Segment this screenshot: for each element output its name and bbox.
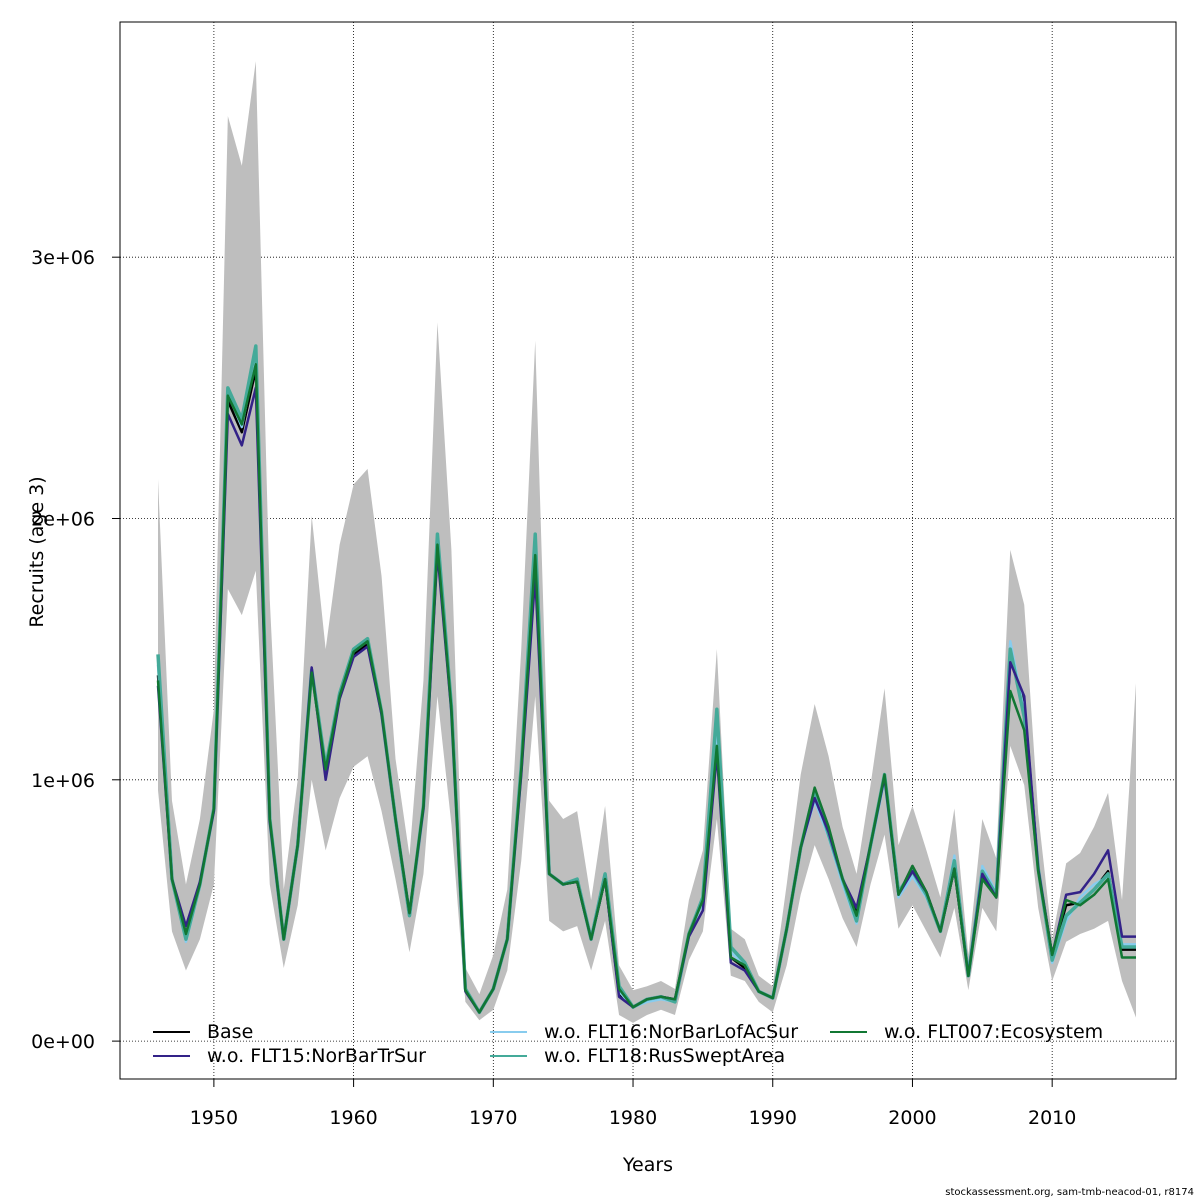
legend-label: w.o. FLT16:NorBarLofAcSur bbox=[544, 1021, 799, 1043]
confidence-band bbox=[158, 61, 1136, 1023]
x-tick-label: 2010 bbox=[1028, 1107, 1076, 1129]
y-tick-label: 1e+06 bbox=[31, 770, 95, 792]
legend-item-flt18: w.o. FLT18:RusSweptArea bbox=[490, 1044, 785, 1068]
x-tick-label: 1950 bbox=[190, 1107, 238, 1129]
legend-item-flt15: w.o. FLT15:NorBarTrSur bbox=[153, 1044, 426, 1068]
legend-label: Base bbox=[207, 1021, 254, 1043]
y-tick-label: 3e+06 bbox=[31, 247, 95, 269]
y-tick-label: 0e+00 bbox=[31, 1031, 95, 1053]
x-tick-label: 2000 bbox=[888, 1107, 936, 1129]
series-line-w-o-flt007-ecosystem bbox=[156, 363, 1136, 1014]
x-tick-label: 1960 bbox=[329, 1107, 377, 1129]
legend-item-base: Base bbox=[153, 1020, 253, 1044]
series-lines bbox=[156, 344, 1136, 1015]
y-tick-label: 2e+06 bbox=[31, 508, 95, 530]
legend-item-flt16: w.o. FLT16:NorBarLofAcSur bbox=[490, 1020, 798, 1044]
legend-line-base bbox=[153, 1031, 190, 1033]
legend-label: w.o. FLT18:RusSweptArea bbox=[544, 1045, 786, 1067]
y-axis-label: Recruits (age 3) bbox=[26, 476, 48, 628]
footer-credit: stockassessment.org, sam-tmb-neacod-01, … bbox=[945, 1187, 1194, 1198]
legend-line-flt18 bbox=[490, 1055, 527, 1057]
legend-line-flt007 bbox=[830, 1031, 867, 1033]
legend-line-flt16 bbox=[490, 1031, 527, 1033]
legend-label: w.o. FLT15:NorBarTrSur bbox=[207, 1045, 426, 1067]
confidence-band-area bbox=[158, 61, 1136, 1023]
x-axis-label: Years bbox=[622, 1154, 674, 1176]
axes: 1950 1960 1970 1980 1990 2000 2010 0e+00 1e+06 2e… bbox=[31, 247, 1076, 1129]
x-tick-label: 1990 bbox=[749, 1107, 797, 1129]
plot-frame bbox=[119, 21, 1177, 1080]
legend-line-flt15 bbox=[153, 1055, 190, 1057]
x-tick-label: 1980 bbox=[609, 1107, 657, 1129]
x-tick-label: 1970 bbox=[469, 1107, 517, 1129]
legend-item-flt007: w.o. FLT007:Ecosystem bbox=[830, 1020, 1103, 1044]
legend-label: w.o. FLT007:Ecosystem bbox=[884, 1021, 1104, 1043]
